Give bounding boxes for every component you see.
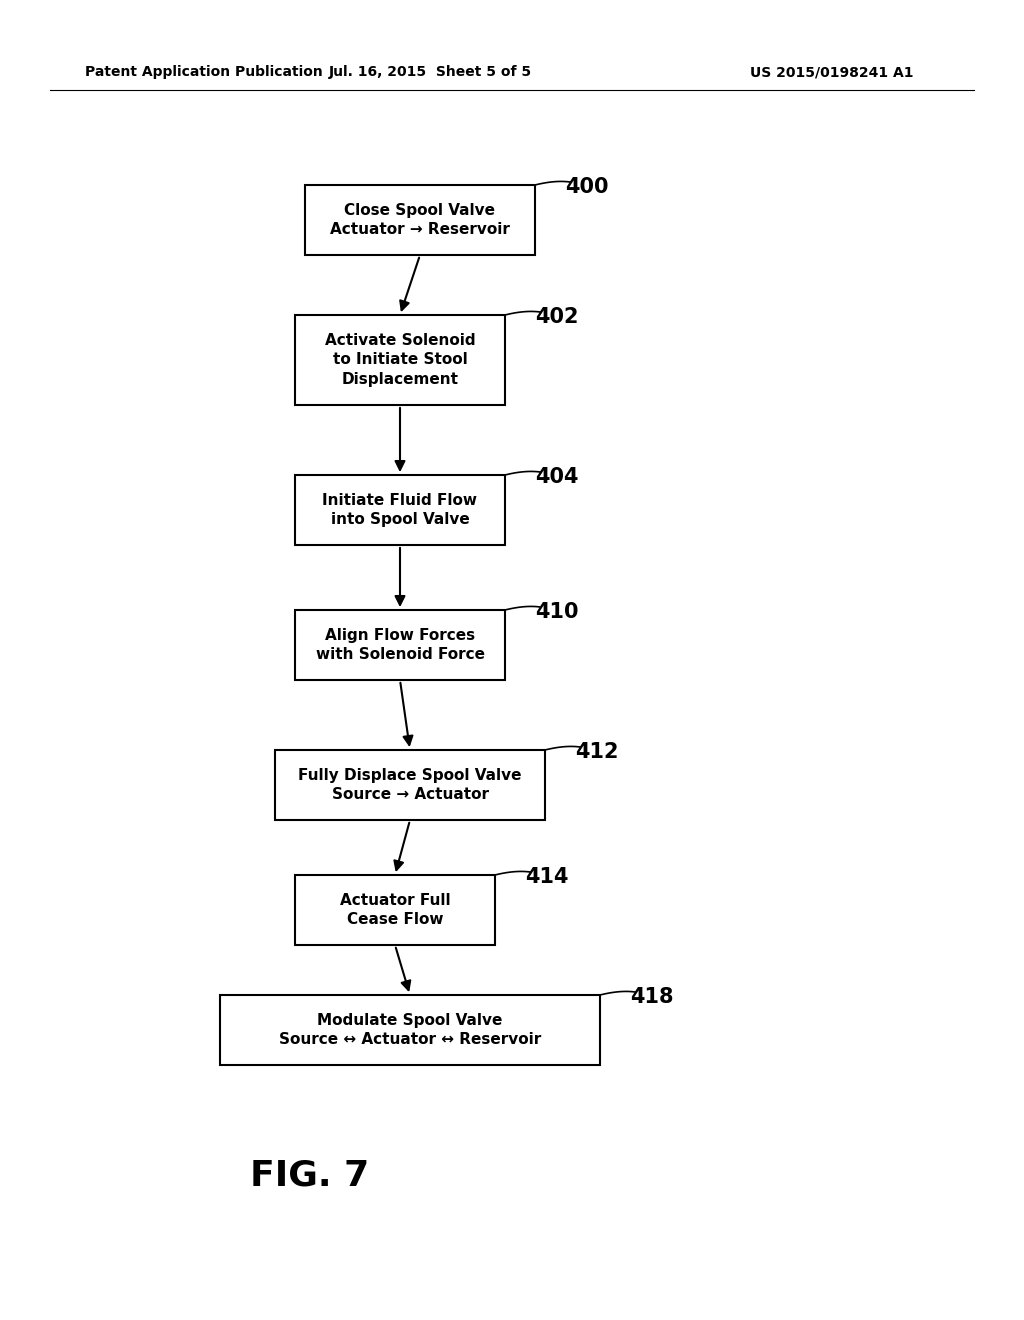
Text: Fully Displace Spool Valve
Source → Actuator: Fully Displace Spool Valve Source → Actu… [298, 768, 522, 803]
Text: Modulate Spool Valve
Source ↔ Actuator ↔ Reservoir: Modulate Spool Valve Source ↔ Actuator ↔… [279, 1012, 541, 1047]
Text: Patent Application Publication: Patent Application Publication [85, 65, 323, 79]
FancyBboxPatch shape [295, 315, 505, 405]
FancyBboxPatch shape [275, 750, 545, 820]
Text: 418: 418 [630, 987, 674, 1007]
Text: 410: 410 [535, 602, 579, 622]
Text: Initiate Fluid Flow
into Spool Valve: Initiate Fluid Flow into Spool Valve [323, 492, 477, 528]
FancyBboxPatch shape [295, 875, 495, 945]
Text: 404: 404 [535, 467, 579, 487]
FancyBboxPatch shape [305, 185, 535, 255]
Text: 412: 412 [575, 742, 618, 762]
Text: Close Spool Valve
Actuator → Reservoir: Close Spool Valve Actuator → Reservoir [330, 202, 510, 238]
Text: 414: 414 [525, 867, 568, 887]
FancyBboxPatch shape [295, 610, 505, 680]
Text: Align Flow Forces
with Solenoid Force: Align Flow Forces with Solenoid Force [315, 627, 484, 663]
Text: US 2015/0198241 A1: US 2015/0198241 A1 [750, 65, 913, 79]
FancyBboxPatch shape [220, 995, 600, 1065]
Text: Jul. 16, 2015  Sheet 5 of 5: Jul. 16, 2015 Sheet 5 of 5 [329, 65, 531, 79]
Text: Actuator Full
Cease Flow: Actuator Full Cease Flow [340, 892, 451, 928]
FancyBboxPatch shape [295, 475, 505, 545]
Text: 402: 402 [535, 308, 579, 327]
Text: Activate Solenoid
to Initiate Stool
Displacement: Activate Solenoid to Initiate Stool Disp… [325, 333, 475, 387]
Text: 400: 400 [565, 177, 608, 197]
Text: FIG. 7: FIG. 7 [251, 1158, 370, 1192]
